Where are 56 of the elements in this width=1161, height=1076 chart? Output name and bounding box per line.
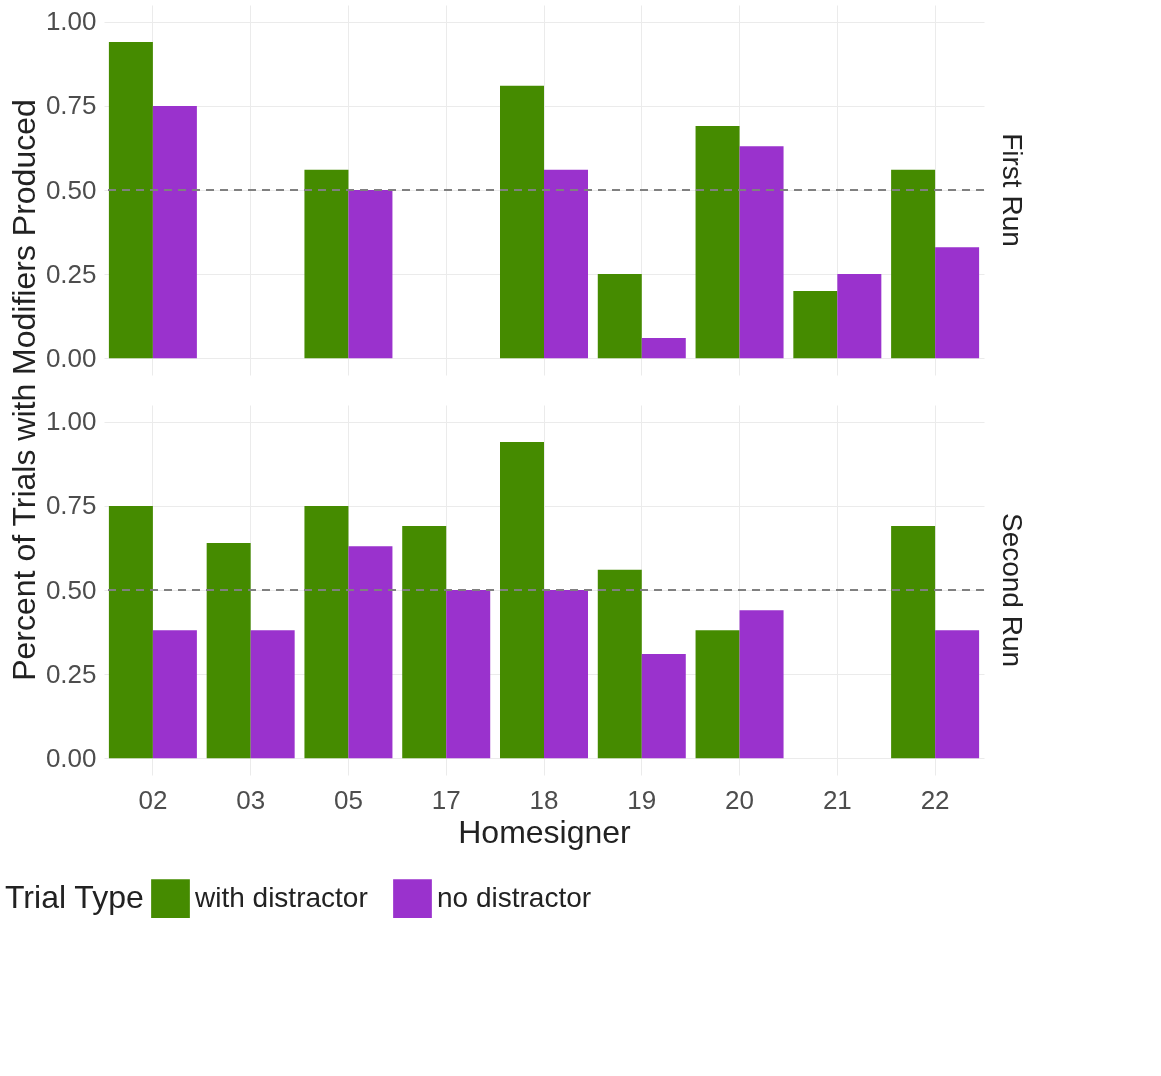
- x-tick-label: 20: [725, 784, 755, 815]
- text: First Run: [997, 133, 1028, 247]
- bar: [544, 590, 588, 759]
- x-tick-label: 21: [822, 784, 852, 815]
- x-axis-title: Homesigner: [458, 813, 632, 850]
- bar: [739, 610, 784, 759]
- y-tick-label: 1.00: [45, 406, 97, 437]
- y-tick-label: 0.50: [45, 574, 97, 605]
- bar: [837, 274, 882, 359]
- bar: [935, 630, 980, 759]
- bar: [695, 630, 740, 759]
- bar: [597, 569, 642, 759]
- bar: [206, 542, 251, 759]
- bar: [402, 526, 447, 759]
- bar: [152, 630, 197, 759]
- y-tick-label: 0.00: [45, 742, 97, 773]
- x-tick-label: 17: [431, 784, 461, 815]
- bar: [891, 169, 936, 359]
- bar: [250, 630, 295, 759]
- y-tick-label: 0.25: [45, 658, 97, 689]
- bar: [739, 146, 784, 359]
- y-tick-label: 0.75: [45, 490, 97, 521]
- legend-title: Trial Type: [5, 879, 144, 915]
- legend-label: no distractor: [437, 881, 592, 913]
- y-tick-label: 1.00: [45, 6, 97, 37]
- bar: [597, 274, 642, 359]
- x-tick-label: 22: [920, 784, 950, 815]
- bar: [348, 546, 393, 759]
- bar: [108, 505, 153, 759]
- legend-label: with distractor: [194, 881, 368, 913]
- bar: [304, 169, 349, 359]
- x-tick-label: 18: [529, 784, 559, 815]
- y-tick-label: 0.25: [45, 258, 97, 289]
- bar: [446, 590, 491, 759]
- bar: [500, 85, 544, 359]
- y-tick-label: 0.75: [45, 90, 97, 121]
- y-axis-title: Percent of Trials with Modifiers Produced: [6, 99, 42, 681]
- bar: [152, 105, 197, 359]
- bar: [108, 42, 153, 359]
- y-tick-label: 0.50: [45, 174, 97, 205]
- bar: [348, 190, 393, 359]
- x-tick-label: 05: [333, 784, 363, 815]
- bar: [500, 442, 544, 759]
- bar: [304, 505, 349, 759]
- bar: [935, 247, 980, 359]
- bar: [544, 169, 588, 359]
- text: Second Run: [997, 512, 1028, 668]
- bar: [793, 290, 838, 359]
- bar: [641, 338, 686, 359]
- bar: [695, 126, 740, 359]
- bar: [891, 526, 936, 759]
- y-tick-label: 0.00: [45, 342, 97, 373]
- x-tick-label: 03: [236, 784, 266, 815]
- bar: [641, 653, 686, 759]
- x-tick-label: 19: [627, 784, 657, 815]
- x-tick-label: 02: [138, 784, 168, 815]
